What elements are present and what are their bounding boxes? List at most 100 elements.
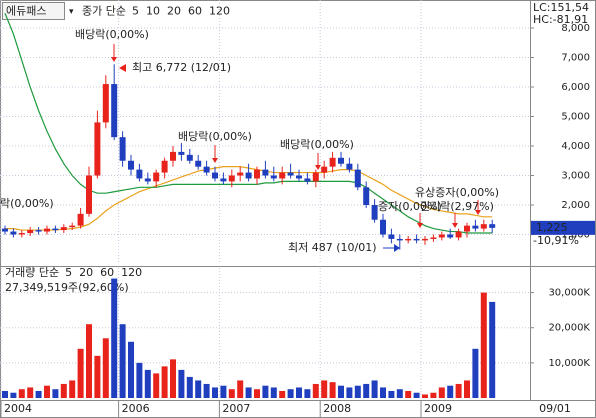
volume-bar xyxy=(136,362,143,398)
candle-body xyxy=(321,166,328,173)
candle-body xyxy=(35,230,42,232)
candle-body xyxy=(279,172,286,179)
candle-body xyxy=(220,178,227,182)
candle-body xyxy=(60,227,67,231)
volume-bar xyxy=(186,376,193,398)
arrow-head xyxy=(111,57,117,62)
volume-bar xyxy=(161,366,168,398)
volume-bar xyxy=(262,385,269,398)
candle-body xyxy=(447,234,454,238)
candle-body xyxy=(354,169,361,188)
candle-body xyxy=(464,225,470,232)
volume-bar xyxy=(447,385,454,398)
x-tick-label: 2008 xyxy=(323,402,351,415)
volume-bar xyxy=(94,355,101,398)
volume-bar xyxy=(329,382,336,398)
annotation: 최고 6,772 (12/01) xyxy=(132,61,231,74)
volume-bar xyxy=(489,301,496,398)
y-tick-label: 10,000K xyxy=(548,358,590,369)
annotation: 권리락(2,97%) xyxy=(420,200,494,213)
candle-body xyxy=(296,175,302,179)
volume-bar xyxy=(245,387,252,398)
candle-body xyxy=(178,151,185,155)
arrow-head xyxy=(315,165,321,170)
stock-selector[interactable] xyxy=(2,2,65,20)
legend-entry: 120 xyxy=(209,5,230,18)
x-tick-label: 2009 xyxy=(424,402,452,415)
x-tick-label: 2004 xyxy=(4,402,32,415)
y-tick-label: 3,000 xyxy=(561,171,590,182)
candle-body xyxy=(371,205,378,220)
volume-bar xyxy=(27,387,34,398)
legend-entry: 10 xyxy=(146,5,160,18)
annotation: 배당락(0,00%) xyxy=(280,138,354,151)
volume-bar xyxy=(111,278,118,398)
arrow-head xyxy=(212,158,218,163)
candle-body xyxy=(237,172,244,176)
volume-bar xyxy=(2,390,8,398)
volume-bar xyxy=(380,387,386,398)
volume-bar xyxy=(254,389,260,398)
candle-body xyxy=(422,238,428,241)
volume-bar xyxy=(472,348,479,398)
candle-body xyxy=(203,166,210,173)
volume-bar xyxy=(464,380,470,398)
arrow-head xyxy=(452,223,458,228)
dropdown-icon[interactable]: ▾ xyxy=(69,7,74,17)
volume-bar xyxy=(413,392,420,398)
stock-name: 에듀패스 xyxy=(6,5,46,18)
candle-body xyxy=(380,219,386,235)
annotation: 최저 487 (10/01) xyxy=(288,241,377,254)
volume-bar xyxy=(279,390,286,398)
candle-body xyxy=(388,234,395,239)
volume-bar xyxy=(18,389,25,398)
candle-body xyxy=(10,231,17,235)
volume-bar xyxy=(296,387,302,398)
candle-body xyxy=(455,231,462,238)
candle-body xyxy=(136,169,143,179)
candle-body xyxy=(170,151,176,161)
annotation: 증자(0,00%) xyxy=(378,200,442,213)
candle-body xyxy=(287,172,294,176)
volume-bar xyxy=(44,385,50,398)
volume-bar xyxy=(170,359,176,398)
candle-body xyxy=(312,172,319,182)
annotation: 락(0,00%) xyxy=(0,197,54,210)
legend-title: 종가 단순 xyxy=(82,5,126,18)
volume-bar xyxy=(35,390,42,398)
candle-body xyxy=(304,178,311,182)
volume-bar xyxy=(396,389,403,398)
annotation: 배당락(0,00%) xyxy=(178,130,252,143)
y-tick-label: 4,000 xyxy=(561,141,590,152)
hc-label: HC:-81,91 xyxy=(533,13,588,26)
candle-body xyxy=(254,169,260,179)
y-tick-label: 20,000K xyxy=(548,323,590,334)
candle-body xyxy=(44,228,50,232)
candle-body xyxy=(405,238,412,241)
volume-bar xyxy=(228,389,235,398)
volume-bar xyxy=(371,380,378,398)
volume-bar xyxy=(77,348,84,398)
candle-body xyxy=(144,178,151,182)
arrow-head xyxy=(417,223,423,228)
volume-bar xyxy=(270,387,277,398)
candle-body xyxy=(27,230,34,234)
candle-body xyxy=(77,213,84,226)
y-tick-label: 2,000 xyxy=(561,200,590,211)
volume-bar xyxy=(212,387,218,398)
volume-bar xyxy=(430,392,437,398)
volume-bar xyxy=(178,369,185,398)
last-volume-label: 27,349,519주(92,60%) xyxy=(5,281,129,294)
candle-body xyxy=(396,238,403,241)
volume-bar xyxy=(480,292,487,398)
legend-entry: 120 xyxy=(121,266,142,279)
volume-bar xyxy=(52,389,59,398)
arrow-head xyxy=(475,210,481,215)
candle-body xyxy=(186,154,193,161)
volume-bar xyxy=(405,390,412,398)
y-tick-label: 30,000K xyxy=(548,288,590,299)
volume-bar xyxy=(119,324,126,398)
